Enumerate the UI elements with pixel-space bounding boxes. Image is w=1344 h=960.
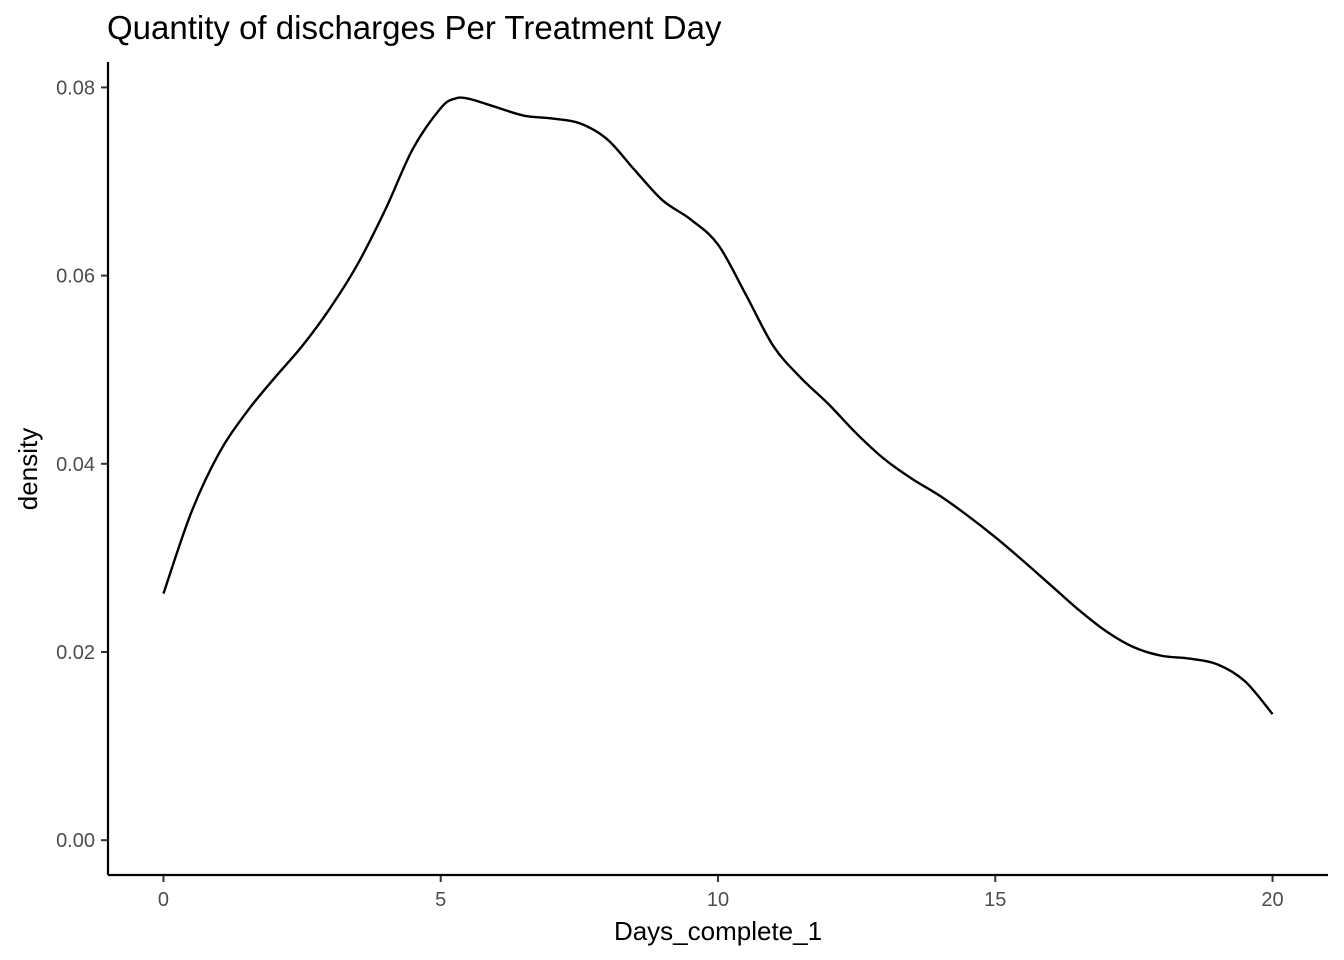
- x-tick-label: 5: [435, 889, 446, 911]
- x-tick-label: 0: [158, 889, 169, 911]
- y-tick-label: 0.06: [56, 266, 95, 288]
- x-axis-ticks: 0 5 10 15 20: [158, 875, 1284, 911]
- x-axis-title: Days_complete_1: [614, 916, 822, 946]
- chart-title: Quantity of discharges Per Treatment Day: [107, 9, 722, 46]
- y-tick-label: 0.00: [56, 830, 95, 852]
- y-tick-label: 0.02: [56, 642, 95, 664]
- y-axis-ticks: 0.00 0.02 0.04 0.06 0.08: [56, 77, 108, 852]
- x-tick-label: 20: [1261, 889, 1283, 911]
- y-axis-title: density: [13, 428, 43, 510]
- y-tick-label: 0.08: [56, 77, 95, 99]
- y-tick-label: 0.04: [56, 454, 95, 476]
- x-tick-label: 10: [707, 889, 729, 911]
- x-tick-label: 15: [984, 889, 1006, 911]
- density-line: [162, 96, 1274, 715]
